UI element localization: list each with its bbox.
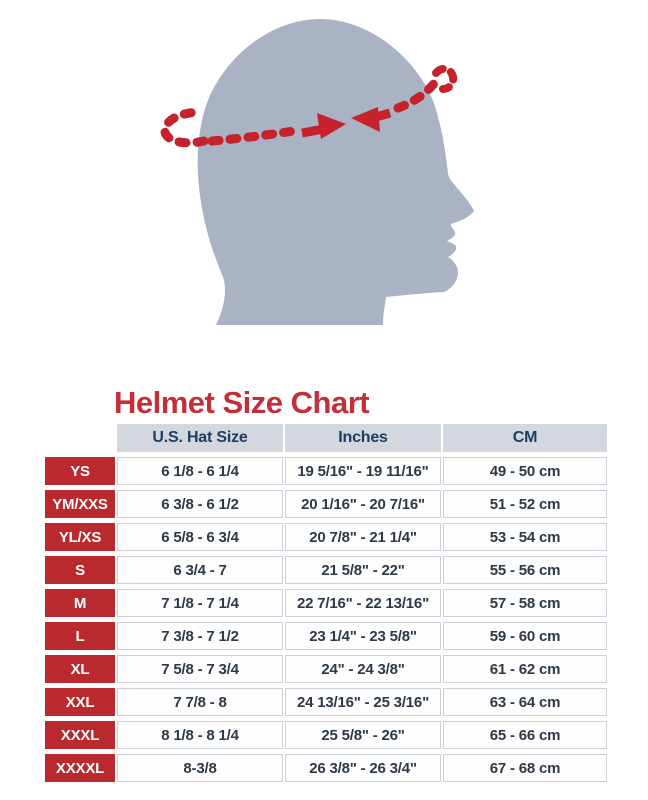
cm-cell: 67 - 68 cm — [443, 754, 607, 782]
head-measurement-illustration — [150, 5, 495, 335]
arrow-left-icon — [351, 107, 380, 132]
size-row-label: M — [45, 589, 115, 617]
inches-cell: 23 1/4" - 23 5/8" — [285, 622, 441, 650]
inches-cell: 24" - 24 3/8" — [285, 655, 441, 683]
inches-cell: 20 7/8" - 21 1/4" — [285, 523, 441, 551]
size-row-label: XL — [45, 655, 115, 683]
hat-size-cell: 7 1/8 - 7 1/4 — [117, 589, 283, 617]
column-header-inches: Inches — [285, 424, 441, 452]
cm-cell: 57 - 58 cm — [443, 589, 607, 617]
measuring-tape-dashed-line — [207, 125, 305, 146]
size-row-label: L — [45, 622, 115, 650]
hat-size-cell: 8 1/8 - 8 1/4 — [117, 721, 283, 749]
arrow-right-icon — [317, 113, 346, 139]
cm-cell: 63 - 64 cm — [443, 688, 607, 716]
inches-cell: 22 7/16" - 22 13/16" — [285, 589, 441, 617]
cm-cell: 55 - 56 cm — [443, 556, 607, 584]
size-row-label: XXL — [45, 688, 115, 716]
cm-cell: 65 - 66 cm — [443, 721, 607, 749]
cm-cell: 61 - 62 cm — [443, 655, 607, 683]
hat-size-cell: 8-3/8 — [117, 754, 283, 782]
size-row-label: S — [45, 556, 115, 584]
inches-cell: 20 1/16" - 20 7/16" — [285, 490, 441, 518]
table-corner-spacer — [45, 424, 115, 452]
hat-size-cell: 6 5/8 - 6 3/4 — [117, 523, 283, 551]
size-row-label: YL/XS — [45, 523, 115, 551]
column-header-cm: CM — [443, 424, 607, 452]
hat-size-cell: 6 3/8 - 6 1/2 — [117, 490, 283, 518]
head-silhouette — [197, 19, 474, 325]
measuring-tape-end-hook — [432, 64, 458, 93]
inches-cell: 26 3/8" - 26 3/4" — [285, 754, 441, 782]
hat-size-cell: 7 5/8 - 7 3/4 — [117, 655, 283, 683]
inches-cell: 19 5/16" - 19 11/16" — [285, 457, 441, 485]
size-row-label: YS — [45, 457, 115, 485]
cm-cell: 49 - 50 cm — [443, 457, 607, 485]
inches-cell: 25 5/8" - 26" — [285, 721, 441, 749]
size-row-label: XXXL — [45, 721, 115, 749]
size-row-label: YM/XXS — [45, 490, 115, 518]
inches-cell: 24 13/16" - 25 3/16" — [285, 688, 441, 716]
hat-size-cell: 7 3/8 - 7 1/2 — [117, 622, 283, 650]
arrow-left-icon — [374, 108, 392, 122]
cm-cell: 51 - 52 cm — [443, 490, 607, 518]
helmet-size-table: U.S. Hat Size Inches CM YS 6 1/8 - 6 1/4… — [45, 424, 607, 782]
hat-size-cell: 6 1/8 - 6 1/4 — [117, 457, 283, 485]
size-row-label: XXXXL — [45, 754, 115, 782]
hat-size-cell: 7 7/8 - 8 — [117, 688, 283, 716]
measuring-tape-dashed-line — [393, 76, 441, 113]
hat-size-cell: 6 3/4 - 7 — [117, 556, 283, 584]
column-header-hat-size: U.S. Hat Size — [117, 424, 283, 452]
page-title: Helmet Size Chart — [114, 385, 370, 420]
head-silhouette-graphic — [160, 19, 474, 325]
cm-cell: 59 - 60 cm — [443, 622, 607, 650]
measuring-tape-dashed-line — [160, 107, 209, 148]
cm-cell: 53 - 54 cm — [443, 523, 607, 551]
inches-cell: 21 5/8" - 22" — [285, 556, 441, 584]
